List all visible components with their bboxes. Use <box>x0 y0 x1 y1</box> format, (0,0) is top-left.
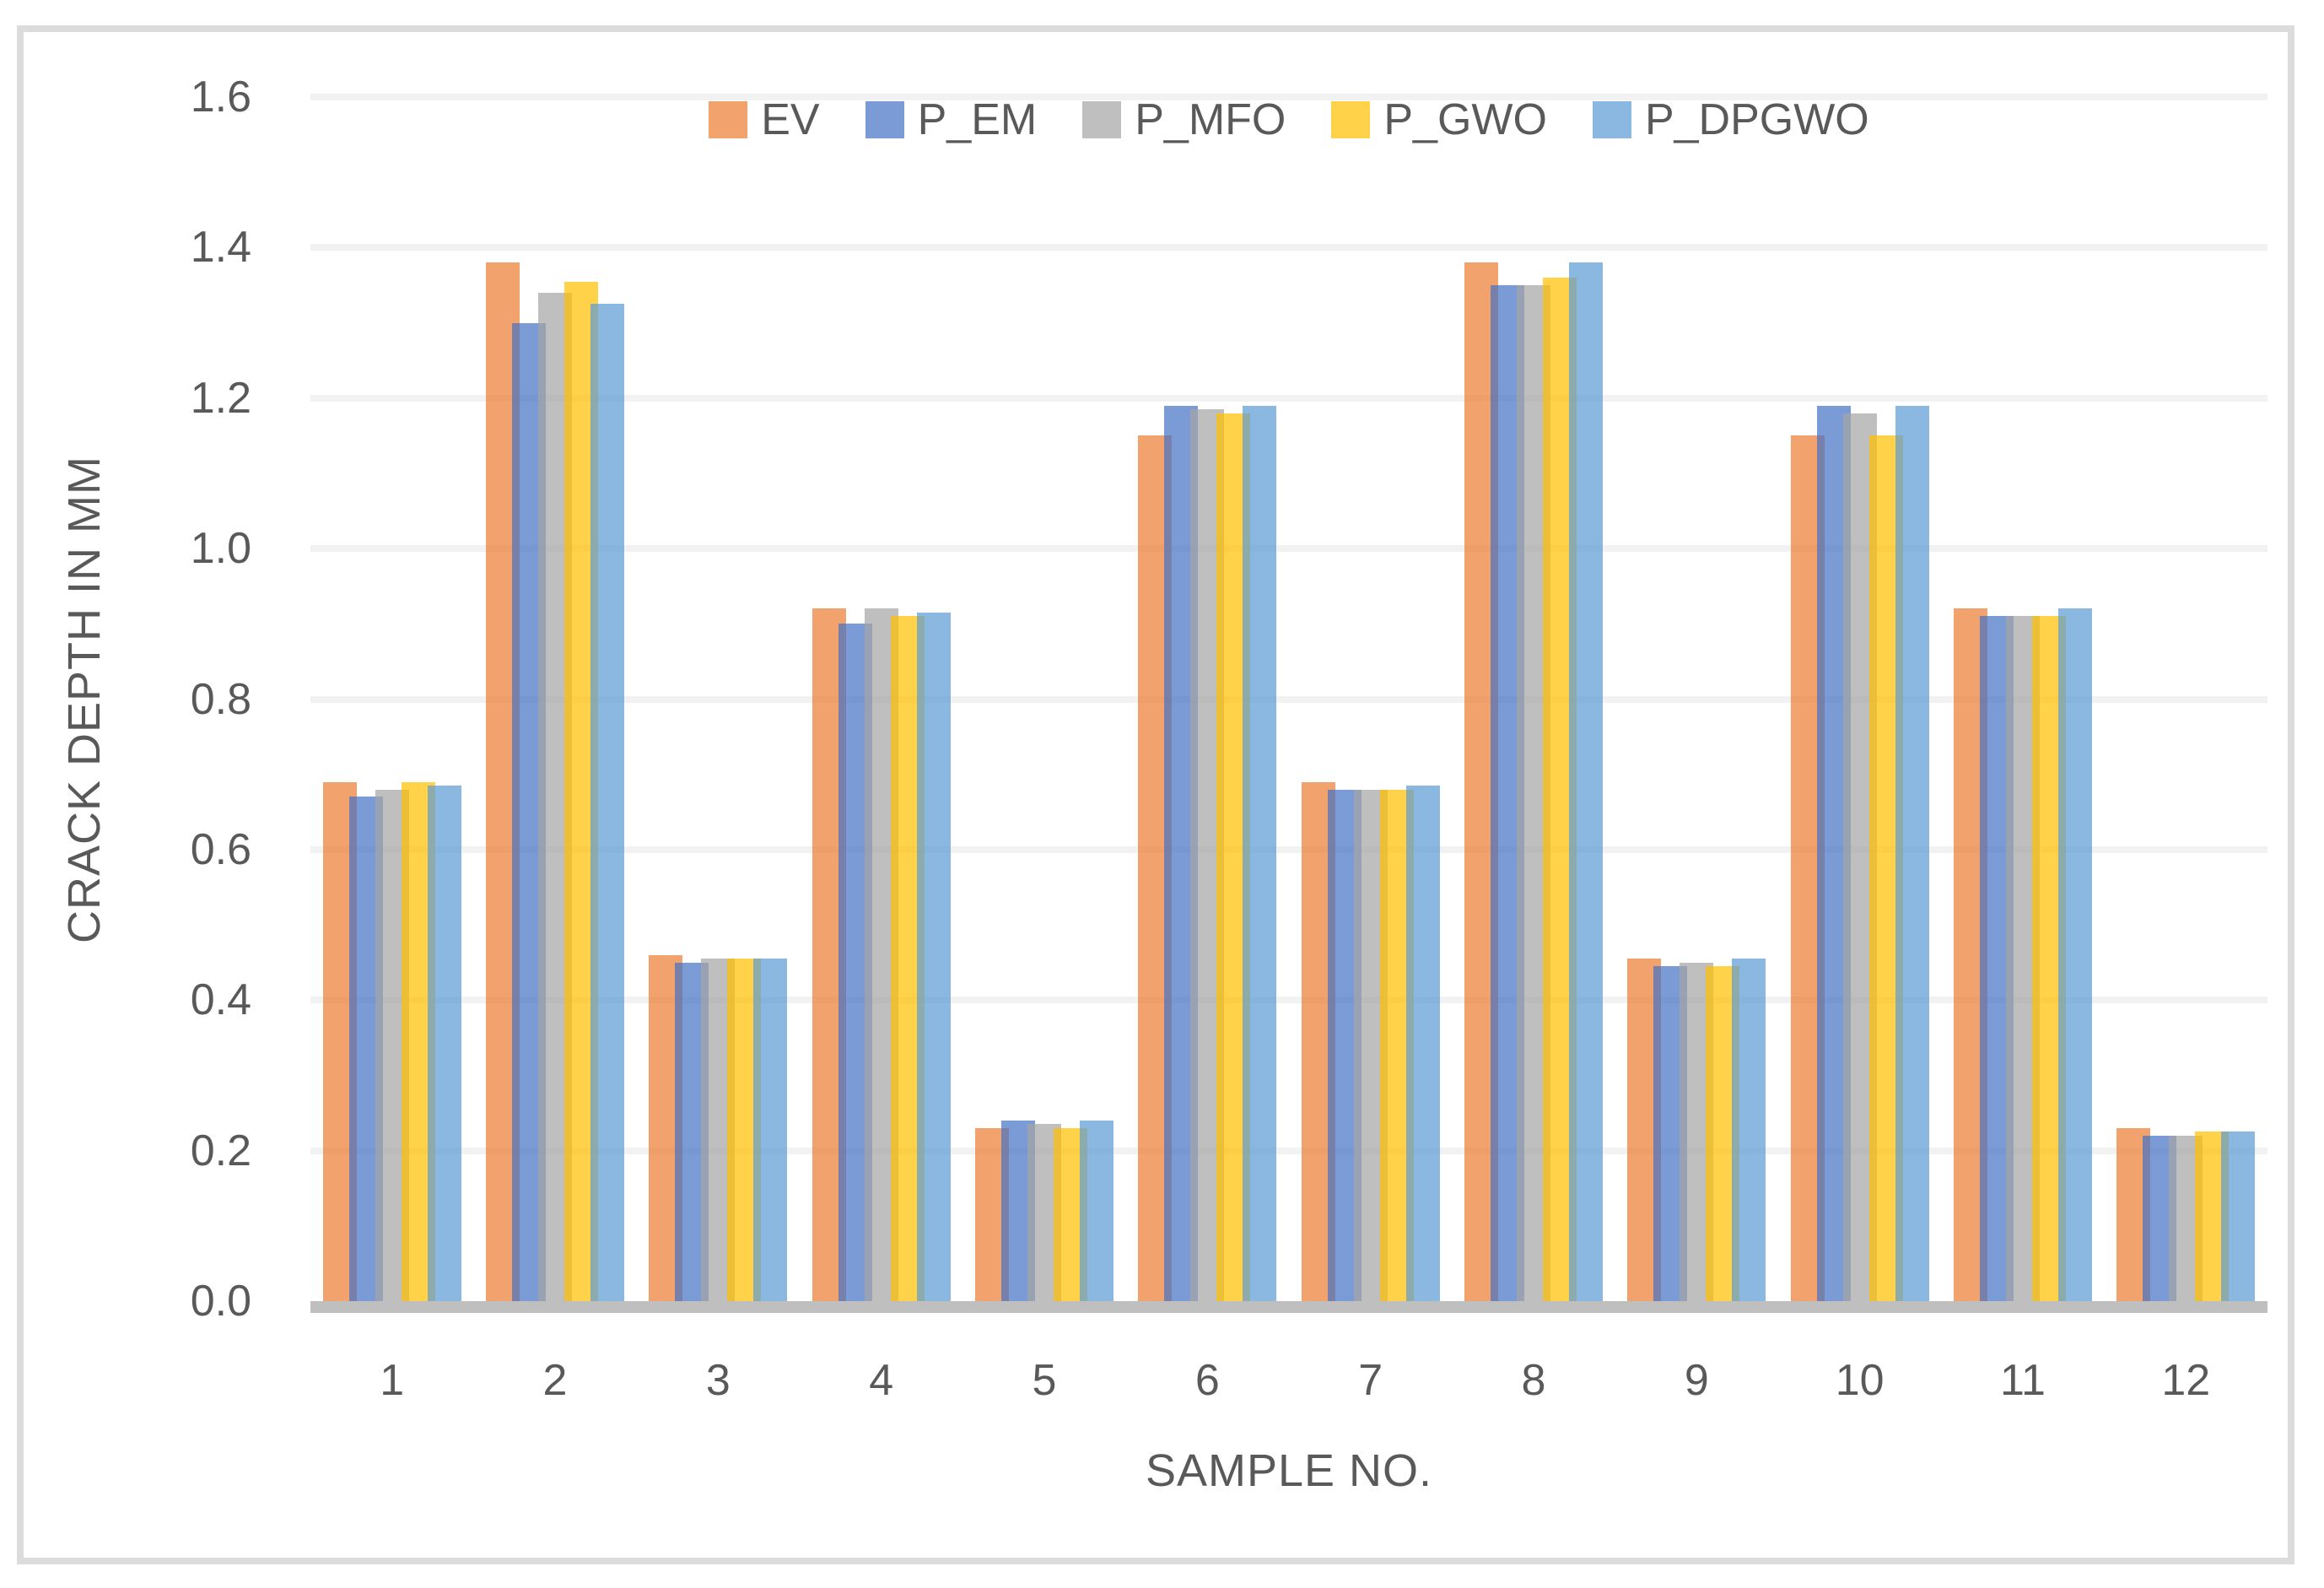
bar-p_dpgwo-sample-5 <box>1080 1120 1113 1301</box>
legend-swatch-p_em <box>865 101 904 138</box>
x-tick-label: 12 <box>2161 1356 2211 1405</box>
legend-swatch-p_mfo <box>1082 101 1122 138</box>
x-tick-label: 6 <box>1194 1356 1220 1405</box>
legend-label: P_DPGWO <box>1644 95 1869 144</box>
bar-p_dpgwo-sample-11 <box>2058 608 2092 1301</box>
legend-swatch-ev <box>709 101 748 138</box>
bar-p_dpgwo-sample-9 <box>1732 959 1766 1301</box>
gridline <box>310 997 2267 1004</box>
gridline <box>310 1147 2267 1154</box>
bar-p_dpgwo-sample-6 <box>1243 405 1277 1301</box>
gridline <box>310 695 2267 703</box>
gridline <box>310 94 2267 100</box>
gridline <box>310 545 2267 553</box>
x-tick-label: 7 <box>1358 1356 1383 1405</box>
legend-label: EV <box>761 95 820 144</box>
y-tick-label: 1.0 <box>190 524 251 574</box>
x-tick-label: 3 <box>705 1356 731 1405</box>
x-tick-label: 2 <box>542 1356 568 1405</box>
y-tick-label: 1.6 <box>190 73 251 122</box>
legend-item-p_dpgwo: P_DPGWO <box>1592 95 1869 144</box>
y-tick-label: 0.6 <box>190 824 251 874</box>
legend-label: P_GWO <box>1383 95 1547 144</box>
legend-item-p_em: P_EM <box>865 95 1038 144</box>
legend-swatch-p_dpgwo <box>1592 101 1631 138</box>
bar-p_dpgwo-sample-3 <box>753 959 788 1301</box>
chart-frame-border <box>17 25 2294 1564</box>
legend-swatch-p_gwo <box>1331 101 1371 138</box>
x-axis-title: SAMPLE NO. <box>1145 1445 1433 1496</box>
y-tick-label: 0.2 <box>190 1126 251 1175</box>
x-tick-label: 10 <box>1835 1356 1885 1405</box>
gridline <box>310 394 2267 402</box>
x-tick-label: 5 <box>1032 1356 1057 1405</box>
bar-p_dpgwo-sample-2 <box>590 304 624 1301</box>
x-tick-label: 4 <box>869 1356 894 1405</box>
x-tick-label: 11 <box>2000 1356 2046 1405</box>
bar-p_dpgwo-sample-8 <box>1569 262 1603 1301</box>
y-tick-label: 0.0 <box>190 1277 251 1326</box>
gridline <box>310 244 2267 251</box>
y-tick-label: 0.4 <box>190 975 251 1025</box>
legend-label: P_MFO <box>1135 95 1286 144</box>
x-axis-line <box>310 1301 2267 1313</box>
x-tick-label: 9 <box>1684 1356 1709 1405</box>
y-tick-label: 1.4 <box>190 223 251 273</box>
legend-item-p_mfo: P_MFO <box>1082 96 1286 143</box>
bar-p_dpgwo-sample-12 <box>2221 1132 2256 1301</box>
y-tick-label: 0.8 <box>190 674 251 724</box>
gridline <box>310 845 2267 853</box>
legend-item-ev: EV <box>709 95 820 144</box>
x-tick-label: 8 <box>1521 1356 1546 1405</box>
bar-p_dpgwo-sample-7 <box>1405 786 1440 1301</box>
legend-label: P_EM <box>917 95 1038 144</box>
x-tick-label: 1 <box>380 1356 405 1405</box>
bar-p_dpgwo-sample-4 <box>916 612 951 1301</box>
legend-item-p_gwo: P_GWO <box>1331 96 1547 143</box>
y-tick-label: 1.2 <box>190 373 251 423</box>
bar-p_dpgwo-sample-1 <box>427 786 461 1301</box>
legend: EV P_EM P_MFO P_GWO P_DPGWO <box>310 95 2267 145</box>
bar-p_dpgwo-sample-10 <box>1895 405 1929 1301</box>
